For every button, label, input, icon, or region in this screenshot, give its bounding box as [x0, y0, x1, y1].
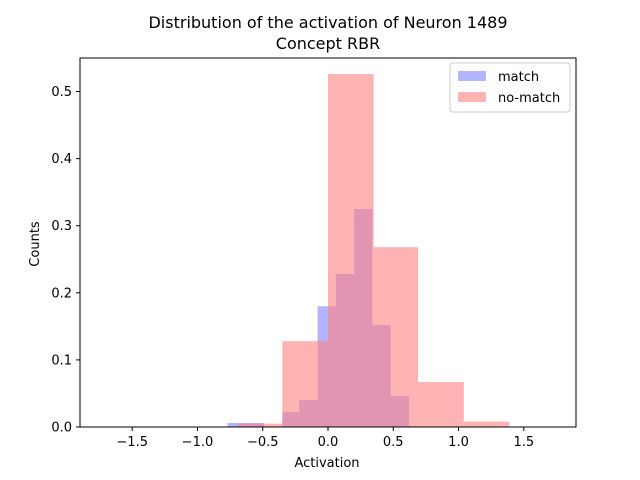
histogram-bar-no-match-3: [373, 247, 419, 427]
legend-label-match: match: [498, 70, 539, 85]
chart-subtitle: Concept RBR: [276, 34, 380, 53]
legend-swatch-match: [458, 71, 486, 81]
y-axis: 0.0 0.1 0.2 0.3 0.4 0.5: [51, 85, 80, 436]
chart-title: Distribution of the activation of Neuron…: [148, 13, 507, 32]
x-tick-label: 1.0: [448, 435, 469, 450]
y-tick-label: 0.3: [51, 219, 72, 234]
x-tick-label: −1.0: [182, 435, 214, 450]
series-no-match: [237, 74, 510, 427]
y-axis-label: Counts: [28, 221, 43, 267]
legend-swatch-no-match: [458, 92, 486, 102]
histogram-bar-no-match-2: [328, 74, 374, 427]
y-tick-label: 0.1: [51, 353, 72, 368]
x-tick-label: −0.5: [247, 435, 279, 450]
y-tick-label: 0.4: [51, 152, 72, 167]
legend: match no-match: [449, 62, 571, 113]
histogram-bar-match-0: [227, 422, 246, 427]
x-tick-label: −1.5: [116, 435, 148, 450]
bars-layer: [227, 74, 510, 427]
x-tick-label: 0.0: [318, 435, 339, 450]
legend-label-no-match: no-match: [498, 91, 560, 106]
x-tick-label: 1.5: [513, 435, 534, 450]
histogram-bar-no-match-1: [282, 341, 328, 427]
y-tick-label: 0.2: [51, 286, 72, 301]
histogram-bar-no-match-4: [418, 382, 464, 427]
y-tick-label: 0.5: [51, 85, 72, 100]
y-tick-label: 0.0: [51, 421, 72, 436]
histogram-bar-no-match-5: [463, 421, 510, 427]
x-axis: −1.5 −1.0 −0.5 0.0 0.5 1.0 1.5: [116, 427, 534, 450]
x-axis-label: Activation: [294, 456, 359, 471]
histogram-bar-no-match-0: [237, 423, 283, 427]
x-tick-label: 0.5: [383, 435, 404, 450]
